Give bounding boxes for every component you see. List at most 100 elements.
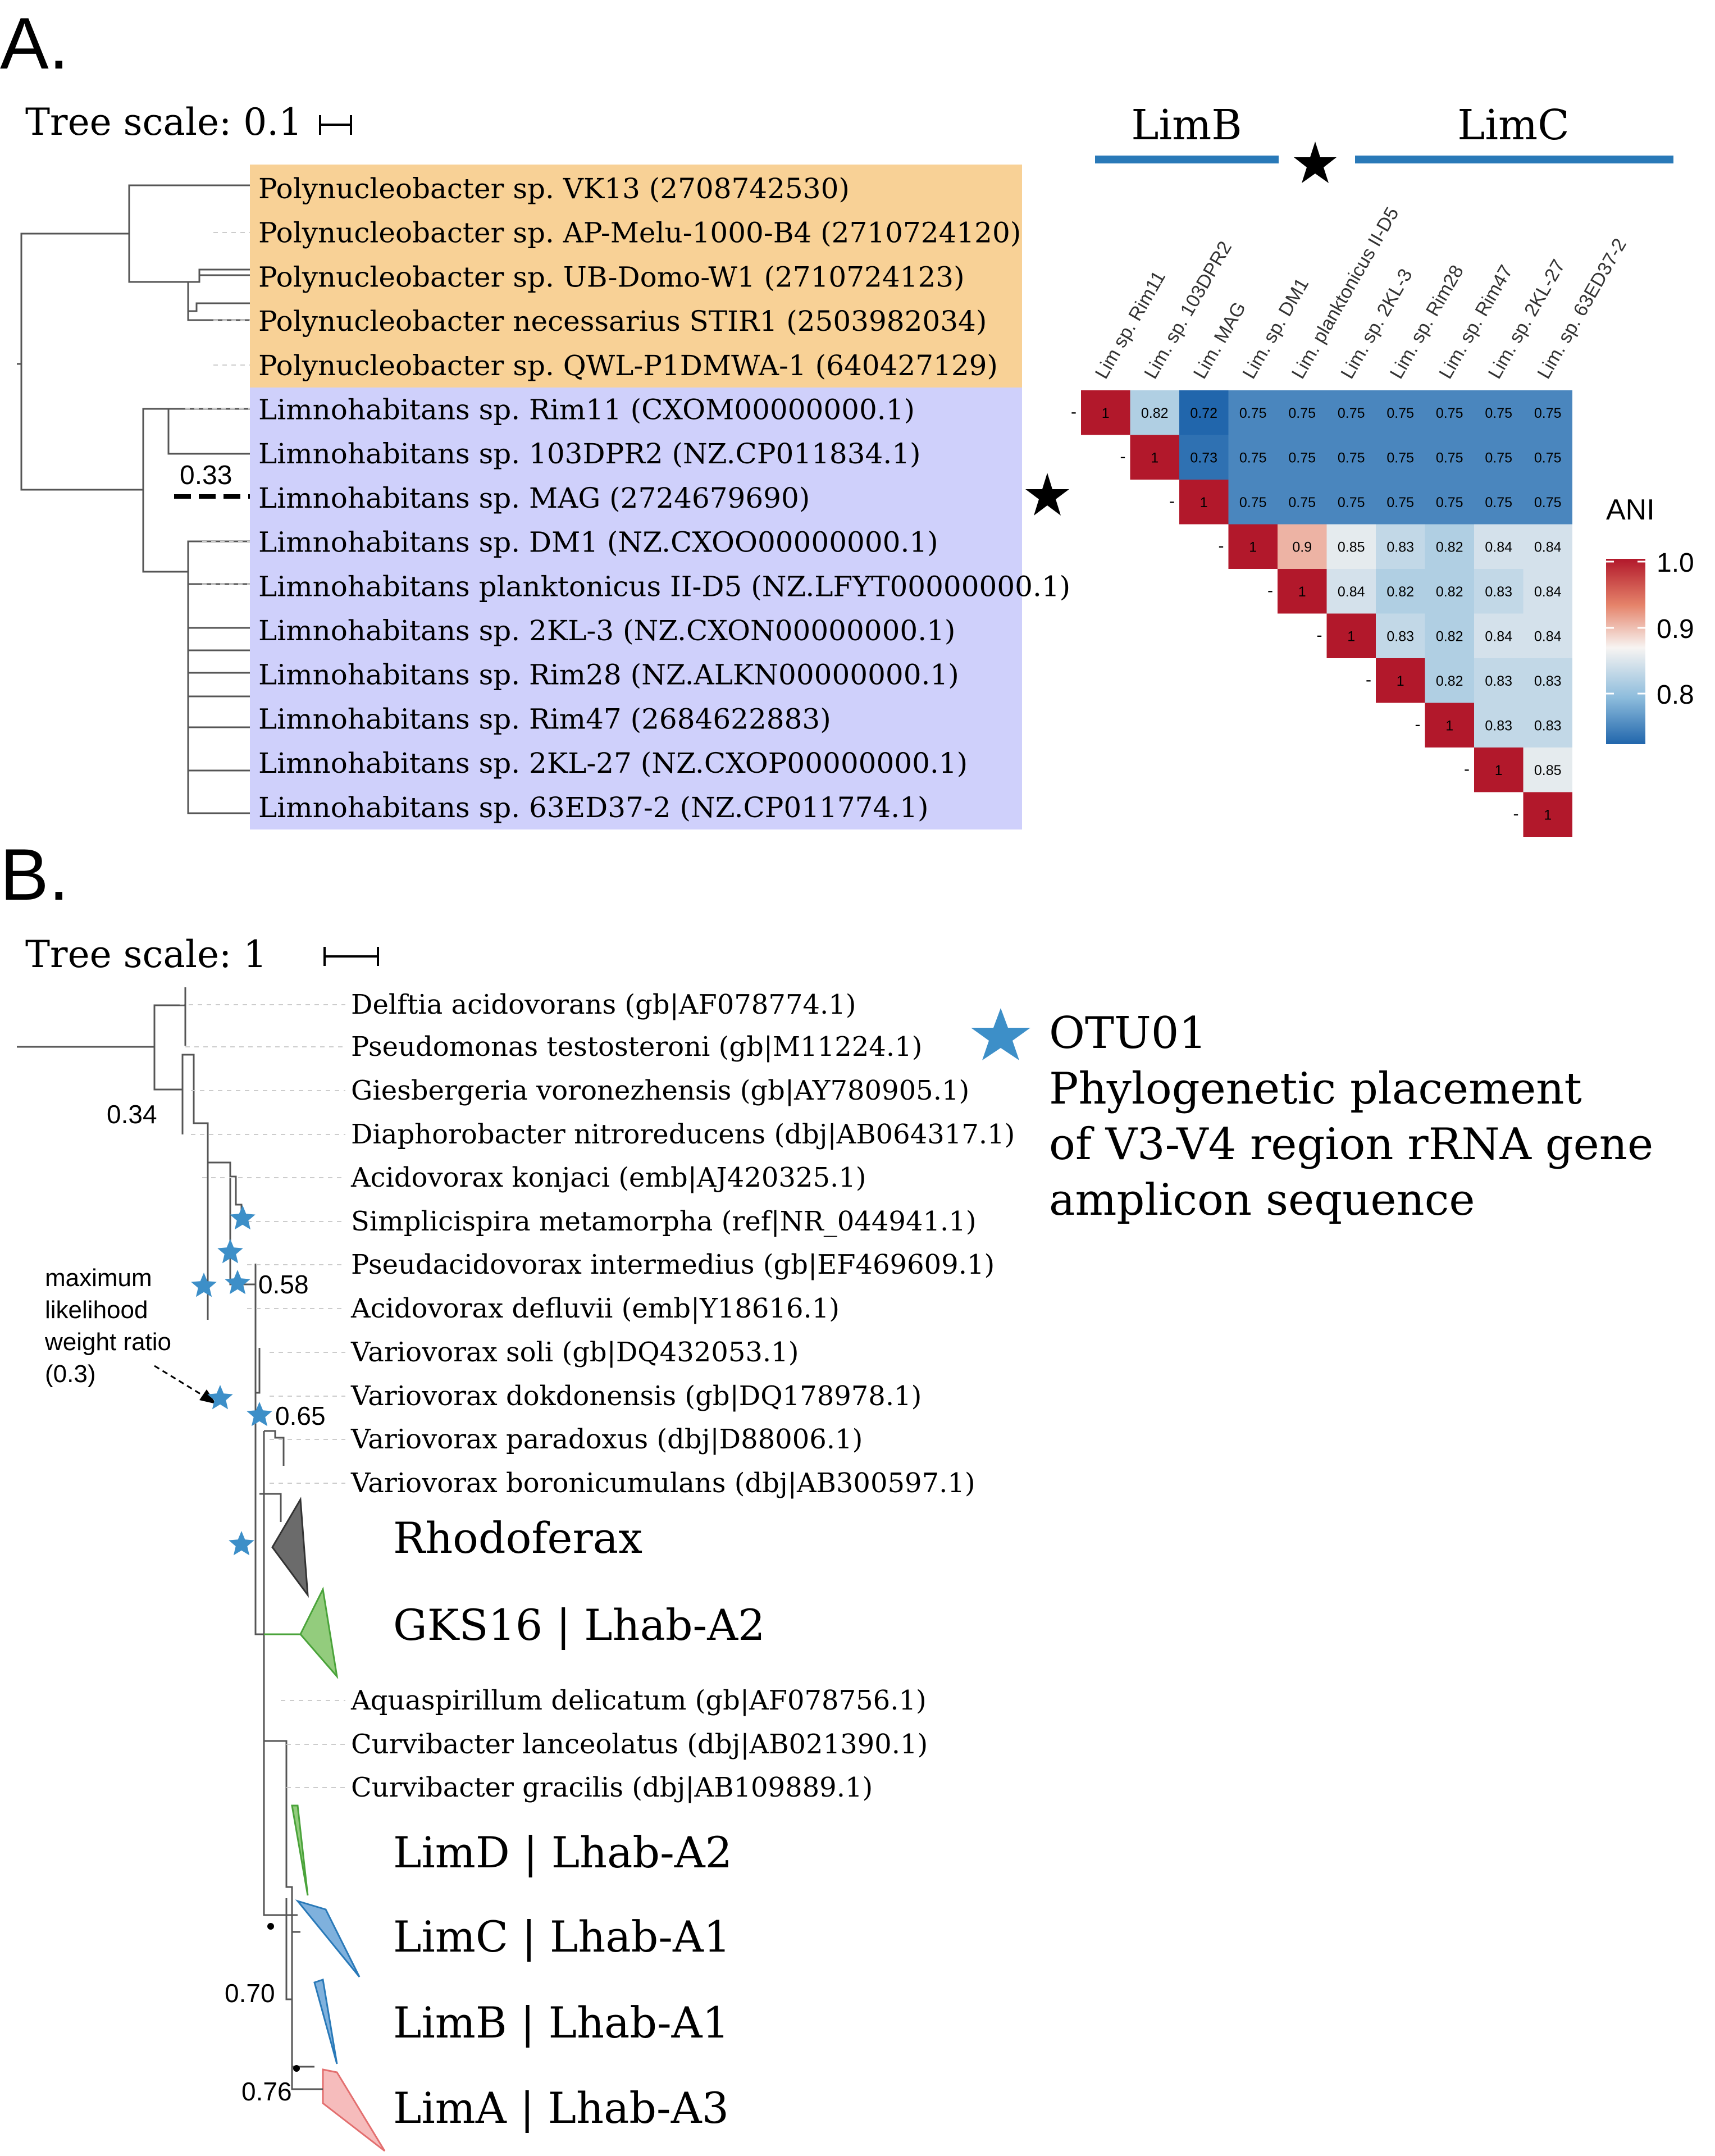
clade-label: LimA | Lhab-A3 [393, 2083, 729, 2133]
taxon-label: Polynucleobacter necessarius STIR1 (2503… [258, 305, 987, 338]
heatmap-cell [1474, 703, 1524, 747]
taxon-label: Pseudomonas testosteroni (gb|M11224.1) [351, 1031, 922, 1063]
taxon-label: Limnohabitans sp. 2KL-27 (NZ.CXOP0000000… [258, 747, 968, 780]
limb-clade-wedge [313, 1979, 338, 2064]
heatmap-row-tick: - [1464, 760, 1470, 778]
heatmap-cell-value: 0.75 [1338, 405, 1365, 421]
heatmap-cell [1081, 390, 1130, 435]
clade-label: LimB | Lhab-A1 [393, 1998, 729, 2048]
mag-star-icon [1025, 473, 1069, 516]
heatmap-cell [1523, 747, 1572, 792]
taxon-label: Limnohabitans sp. 103DPR2 (NZ.CP011834.1… [258, 437, 921, 470]
heatmap-row-tick: - [1513, 804, 1519, 823]
heatmap-cell [1474, 480, 1524, 525]
heatmap-cell [1376, 524, 1425, 569]
ani-colorbar-ticks [1606, 560, 1645, 695]
heatmap-cell-value: 0.83 [1386, 628, 1414, 644]
heatmap-cell [1326, 390, 1376, 435]
heatmap-cell-value: 0.84 [1534, 584, 1562, 600]
otu-placement-star-icon [230, 1205, 256, 1230]
heatmap-cell-value: 0.75 [1239, 495, 1267, 510]
heatmap-cell-value: 0.75 [1534, 405, 1562, 421]
otu-placement-star-icon [217, 1239, 243, 1264]
limd-clade-wedge [291, 1804, 309, 1896]
heatmap-cell [1326, 524, 1376, 569]
otu01-legend-star-icon [971, 1008, 1030, 1060]
heatmap-cell-value: 1 [1544, 807, 1552, 823]
heatmap-cell [1523, 658, 1572, 703]
heatmap-cell [1376, 390, 1425, 435]
heatmap-cell [1474, 569, 1524, 614]
heatmap-cell-value: 0.75 [1288, 405, 1316, 421]
heatmap-cell [1474, 747, 1524, 792]
heatmap-cell-value: 1 [1347, 628, 1355, 644]
taxon-label: Limnohabitans sp. DM1 (NZ.CXOO00000000.1… [258, 526, 938, 559]
clade-label: GKS16 | Lhab-A2 [393, 1600, 765, 1650]
otu-placement-star-icon [225, 1270, 250, 1294]
taxon-label: Curvibacter lanceolatus (dbj|AB021390.1) [351, 1729, 928, 1760]
heatmap-cell-value: 0.82 [1436, 673, 1463, 689]
heatmap-cell [1376, 569, 1425, 614]
limc-clade-wedge [295, 1899, 361, 1977]
heatmap-cell-value: 0.72 [1190, 405, 1217, 421]
heatmap-cell [1523, 703, 1572, 747]
heatmap-cell [1523, 435, 1572, 480]
heatmap-cell-value: 0.75 [1386, 450, 1414, 466]
taxon-label: Limnohabitans sp. Rim11 (CXOM00000000.1) [258, 394, 915, 426]
panel-b-label: B. [0, 833, 69, 915]
clade-label: Rhodoferax [393, 1513, 642, 1563]
panel-b-taxon-labels: Delftia acidovorans (gb|AF078774.1) Pseud… [350, 989, 1015, 1803]
heatmap-cell [1474, 613, 1524, 658]
heatmap-cell-value: 0.83 [1534, 673, 1562, 689]
heatmap-cell [1130, 390, 1179, 435]
heatmap-column-label: Lim. sp. 63ED37-2 [1533, 235, 1631, 382]
heatmap-cell [1425, 435, 1474, 480]
heatmap-cell-value: 0.75 [1386, 405, 1414, 421]
taxon-label: Limnohabitans sp. 2KL-3 (NZ.CXON00000000… [258, 614, 955, 647]
heatmap-cell [1425, 703, 1474, 747]
heatmap-cell-value: 0.84 [1485, 628, 1512, 644]
heatmap-cell [1523, 480, 1572, 525]
heatmap-cell-value: 0.75 [1534, 495, 1562, 510]
heatmap-row-tick: - [1317, 626, 1322, 644]
heatmap-cell [1326, 569, 1376, 614]
taxon-label: Polynucleobacter sp. VK13 (2708742530) [258, 172, 850, 205]
heatmap-cell-value: 0.75 [1436, 405, 1463, 421]
heatmap-cell [1523, 524, 1572, 569]
heatmap-cell-value: 0.84 [1485, 539, 1512, 555]
taxon-label: Curvibacter gracilis (dbj|AB109889.1) [351, 1772, 873, 1803]
taxon-label: Acidovorax konjaci (emb|AJ420325.1) [350, 1162, 866, 1193]
taxon-label: Limnohabitans sp. Rim47 (2684622883) [258, 703, 831, 735]
heatmap-cell-value: 0.83 [1534, 718, 1562, 733]
heatmap-cell [1228, 524, 1278, 569]
ml-weight-annotation-line-4: (0.3) [45, 1360, 95, 1388]
support-value-0.76: 0.76 [241, 2077, 292, 2106]
heatmap-cell-value: 0.75 [1288, 495, 1316, 510]
heatmap-cell-value: 0.75 [1386, 495, 1414, 510]
ani-tick-1.0: 1.0 [1657, 548, 1694, 578]
panel-b-leader-lines [180, 1004, 345, 1788]
ani-legend-title: ANI [1606, 494, 1655, 526]
heatmap-cell [1278, 435, 1327, 480]
otu-placement-star-icon [229, 1531, 254, 1556]
heatmap-cell-value: 0.85 [1534, 763, 1562, 778]
otu-legend-line-3: of V3-V4 region rRNA gene [1049, 1119, 1653, 1170]
heatmap-cell [1474, 658, 1524, 703]
panel-b-clade-labels: Rhodoferax GKS16 | Lhab-A2 LimD | Lhab-A2 L… [393, 1513, 765, 2133]
panel-a-tree-scale-label: Tree scale: 0.1 [25, 101, 302, 144]
heatmap-cell [1278, 524, 1327, 569]
taxon-label: Polynucleobacter sp. UB-Domo-W1 (2710724… [258, 261, 965, 293]
limc-group-label: LimC [1457, 101, 1570, 149]
ml-weight-annotation-line-2: likelihood [45, 1296, 148, 1324]
taxon-label: Limnohabitans sp. MAG (2724679690) [258, 482, 810, 514]
heatmap-cell-value: 0.84 [1534, 628, 1562, 644]
taxon-label: Giesbergeria voronezhensis (gb|AY780905.… [351, 1075, 969, 1106]
heatmap-cell [1474, 435, 1524, 480]
heatmap-row-tick: - [1366, 671, 1371, 689]
heatmap-cell-value: 0.9 [1292, 539, 1312, 555]
heatmap-cell-value: 0.85 [1338, 539, 1365, 555]
ani-colorbar [1606, 559, 1645, 744]
panel-b-tree-scale-label: Tree scale: 1 [25, 933, 267, 976]
heatmap-cell [1425, 390, 1474, 435]
heatmap-cell [1326, 480, 1376, 525]
